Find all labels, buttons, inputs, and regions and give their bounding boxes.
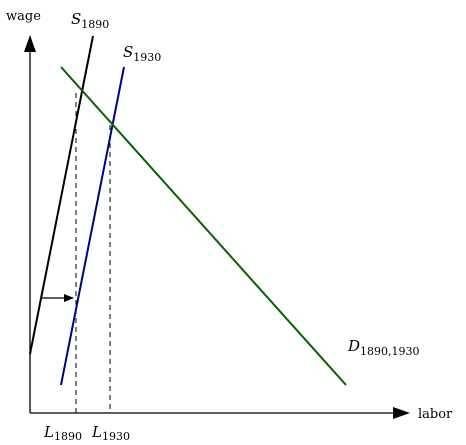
demand-line: [60, 66, 347, 386]
x-axis-arrowhead: [393, 407, 410, 419]
l1930-label: L1930: [91, 423, 130, 443]
demand-label: D1890,1930: [347, 337, 420, 358]
supply-1890-label: S1890: [71, 10, 109, 31]
l1890-label: L1890: [43, 423, 82, 443]
supply-1890-line: [29, 35, 94, 355]
supply-1930-label: S1930: [123, 43, 161, 64]
x-axis-label: labor: [418, 407, 453, 422]
supply-1930-line: [60, 66, 125, 386]
y-axis-arrowhead: [24, 35, 36, 52]
y-axis-label: wage: [6, 9, 41, 24]
